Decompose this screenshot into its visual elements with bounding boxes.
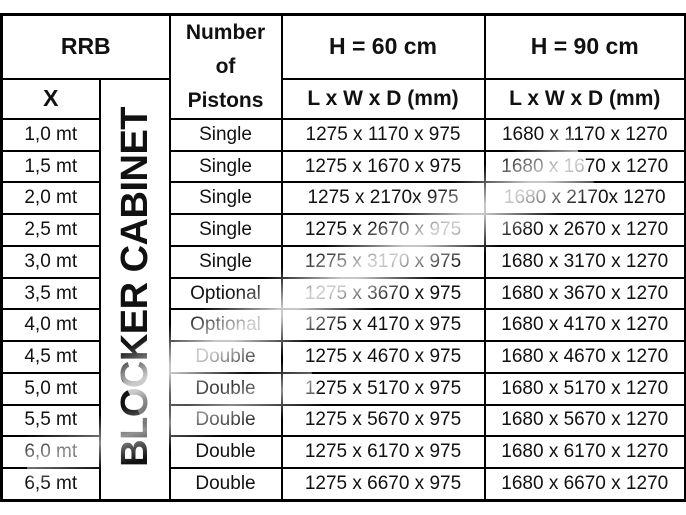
x-cell: 1,0 mt <box>0 118 101 152</box>
pistons-cell: Optional <box>168 308 283 343</box>
h60-cell: 1275 x 5170 x 975 <box>280 371 486 406</box>
pistons-cell: Single <box>168 213 283 247</box>
pistons-cell: Double <box>168 371 283 406</box>
spec-table: RRB Number of Pistons H = 60 cm H = 90 c… <box>0 13 686 502</box>
h90-cell: 1680 x 5170 x 1270 <box>483 371 686 406</box>
pistons-header-line-1: Number <box>185 21 266 44</box>
x-cell: 3,5 mt <box>0 276 101 311</box>
h90-header: H = 90 cm <box>483 13 686 80</box>
table-body: RRB Number of Pistons H = 60 cm H = 90 c… <box>0 13 686 502</box>
dims90-header: L x W x D (mm) <box>483 77 686 120</box>
pistons-header-line-3: Pistons <box>187 89 264 112</box>
cabinet-label: BLOCKER CABINET <box>113 106 156 467</box>
rrb-header: RRB <box>0 13 171 80</box>
h60-cell: 1275 x 6170 x 975 <box>280 435 486 470</box>
h60-cell: 1275 x 3170 x 975 <box>280 244 486 279</box>
h90-cell: 1680 x 3670 x 1270 <box>483 276 686 311</box>
x-cell: 2,5 mt <box>0 213 101 247</box>
h90-cell: 1680 x 4170 x 1270 <box>483 308 686 343</box>
x-cell: 4,5 mt <box>0 340 101 374</box>
h60-cell: 1275 x 3670 x 975 <box>280 276 486 311</box>
pistons-cell: Double <box>168 403 283 438</box>
pistons-cell: Single <box>168 118 283 152</box>
pistons-cell: Single <box>168 244 283 279</box>
cabinet-cell: BLOCKER CABINET <box>98 77 171 502</box>
pistons-cell: Double <box>168 340 283 374</box>
header-row-sub: X BLOCKER CABINET L x W x D (mm) L x W x… <box>0 77 686 502</box>
pistons-cell: Optional <box>168 276 283 311</box>
h60-cell: 1275 x 5670 x 975 <box>280 403 486 438</box>
h90-cell: 1680 x 1670 x 1270 <box>483 149 686 184</box>
h90-cell: 1680 x 2670 x 1270 <box>483 213 686 247</box>
x-cell: 5,5 mt <box>0 403 101 438</box>
pistons-header-line-2: of <box>215 55 236 78</box>
x-cell: 2,0 mt <box>0 181 101 216</box>
header-row-top: RRB Number of Pistons H = 60 cm H = 90 c… <box>0 13 686 120</box>
pistons-cell: Double <box>168 467 283 502</box>
x-cell: 5,0 mt <box>0 371 101 406</box>
h90-cell: 1680 x 6170 x 1270 <box>483 435 686 470</box>
h90-cell: 1680 x 6670 x 1270 <box>483 467 686 502</box>
h90-cell: 1680 x 3170 x 1270 <box>483 244 686 279</box>
x-cell: 6,5 mt <box>0 467 101 502</box>
h90-cell: 1680 x 4670 x 1270 <box>483 340 686 374</box>
x-cell: 4,0 mt <box>0 308 101 343</box>
x-cell: 3,0 mt <box>0 244 101 279</box>
pistons-header: Number of Pistons <box>168 13 283 120</box>
x-header: X <box>0 77 101 120</box>
dims60-header: L x W x D (mm) <box>280 77 486 120</box>
x-cell: 6,0 mt <box>0 435 101 470</box>
pistons-cell: Single <box>168 181 283 216</box>
x-cell: 1,5 mt <box>0 149 101 184</box>
h60-cell: 1275 x 4670 x 975 <box>280 340 486 374</box>
h60-cell: 1275 x 2670 x 975 <box>280 213 486 247</box>
pistons-cell: Single <box>168 149 283 184</box>
h60-cell: 1275 x 4170 x 975 <box>280 308 486 343</box>
h90-cell: 1680 x 2170x 1270 <box>483 181 686 216</box>
pistons-cell: Double <box>168 435 283 470</box>
h60-cell: 1275 x 2170x 975 <box>280 181 486 216</box>
h90-cell: 1680 x 1170 x 1270 <box>483 118 686 152</box>
h60-cell: 1275 x 6670 x 975 <box>280 467 486 502</box>
h60-cell: 1275 x 1170 x 975 <box>280 118 486 152</box>
h60-cell: 1275 x 1670 x 975 <box>280 149 486 184</box>
h90-cell: 1680 x 5670 x 1270 <box>483 403 686 438</box>
h60-header: H = 60 cm <box>280 13 486 80</box>
